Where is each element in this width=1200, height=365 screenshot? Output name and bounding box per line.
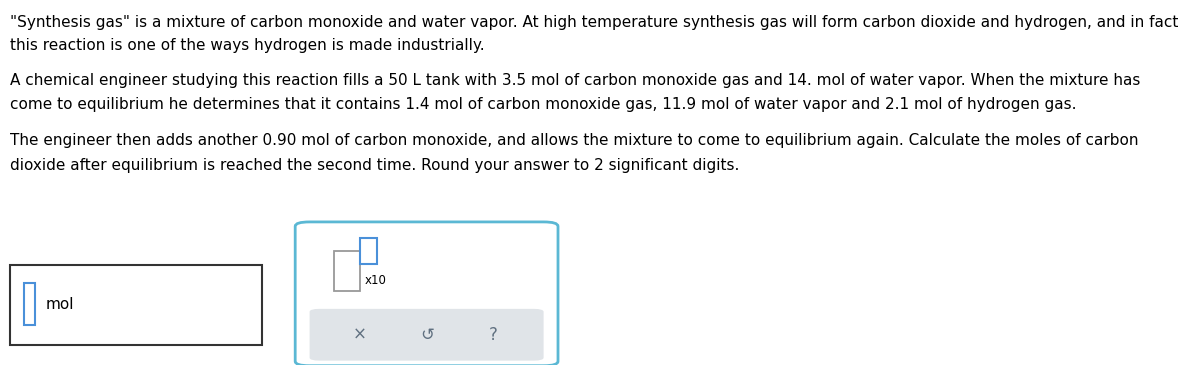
FancyBboxPatch shape bbox=[360, 238, 377, 264]
Text: ↺: ↺ bbox=[420, 326, 434, 344]
Text: A chemical engineer studying this reaction fills a 50 L tank with 3.5 mol of car: A chemical engineer studying this reacti… bbox=[10, 73, 1140, 88]
Text: this reaction is one of the ways hydrogen is made industrially.: this reaction is one of the ways hydroge… bbox=[10, 38, 485, 53]
Text: "Synthesis gas" is a mixture of carbon monoxide and water vapor. At high tempera: "Synthesis gas" is a mixture of carbon m… bbox=[10, 15, 1178, 30]
Text: x10: x10 bbox=[365, 274, 386, 287]
Text: ×: × bbox=[353, 326, 367, 344]
Text: mol: mol bbox=[46, 297, 74, 312]
Text: dioxide after equilibrium is reached the second time. Round your answer to 2 sig: dioxide after equilibrium is reached the… bbox=[10, 158, 739, 173]
FancyBboxPatch shape bbox=[310, 309, 544, 361]
FancyBboxPatch shape bbox=[295, 222, 558, 365]
Text: come to equilibrium he determines that it contains 1.4 mol of carbon monoxide ga: come to equilibrium he determines that i… bbox=[10, 97, 1076, 112]
FancyBboxPatch shape bbox=[334, 251, 360, 291]
Text: The engineer then adds another 0.90 mol of carbon monoxide, and allows the mixtu: The engineer then adds another 0.90 mol … bbox=[10, 133, 1138, 148]
Text: ?: ? bbox=[488, 326, 498, 344]
FancyBboxPatch shape bbox=[24, 283, 35, 325]
FancyBboxPatch shape bbox=[10, 265, 262, 345]
